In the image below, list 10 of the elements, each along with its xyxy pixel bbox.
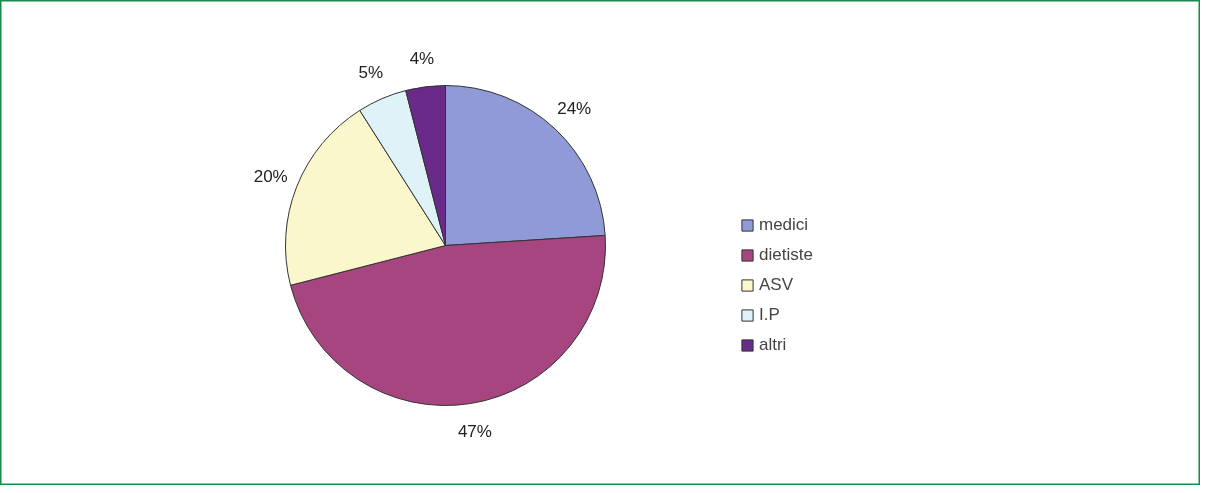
legend-label: medici [759,215,809,235]
data-label: 4% [409,49,435,69]
data-label: 24% [557,98,592,118]
legend-label: dietiste [759,245,813,265]
data-label: 5% [358,63,384,83]
legend-label: I.P [759,305,780,325]
legend-label: altri [759,335,787,355]
legend-label: ASV [759,275,794,295]
data-label: 47% [457,421,492,441]
data-label: 20% [253,166,288,186]
